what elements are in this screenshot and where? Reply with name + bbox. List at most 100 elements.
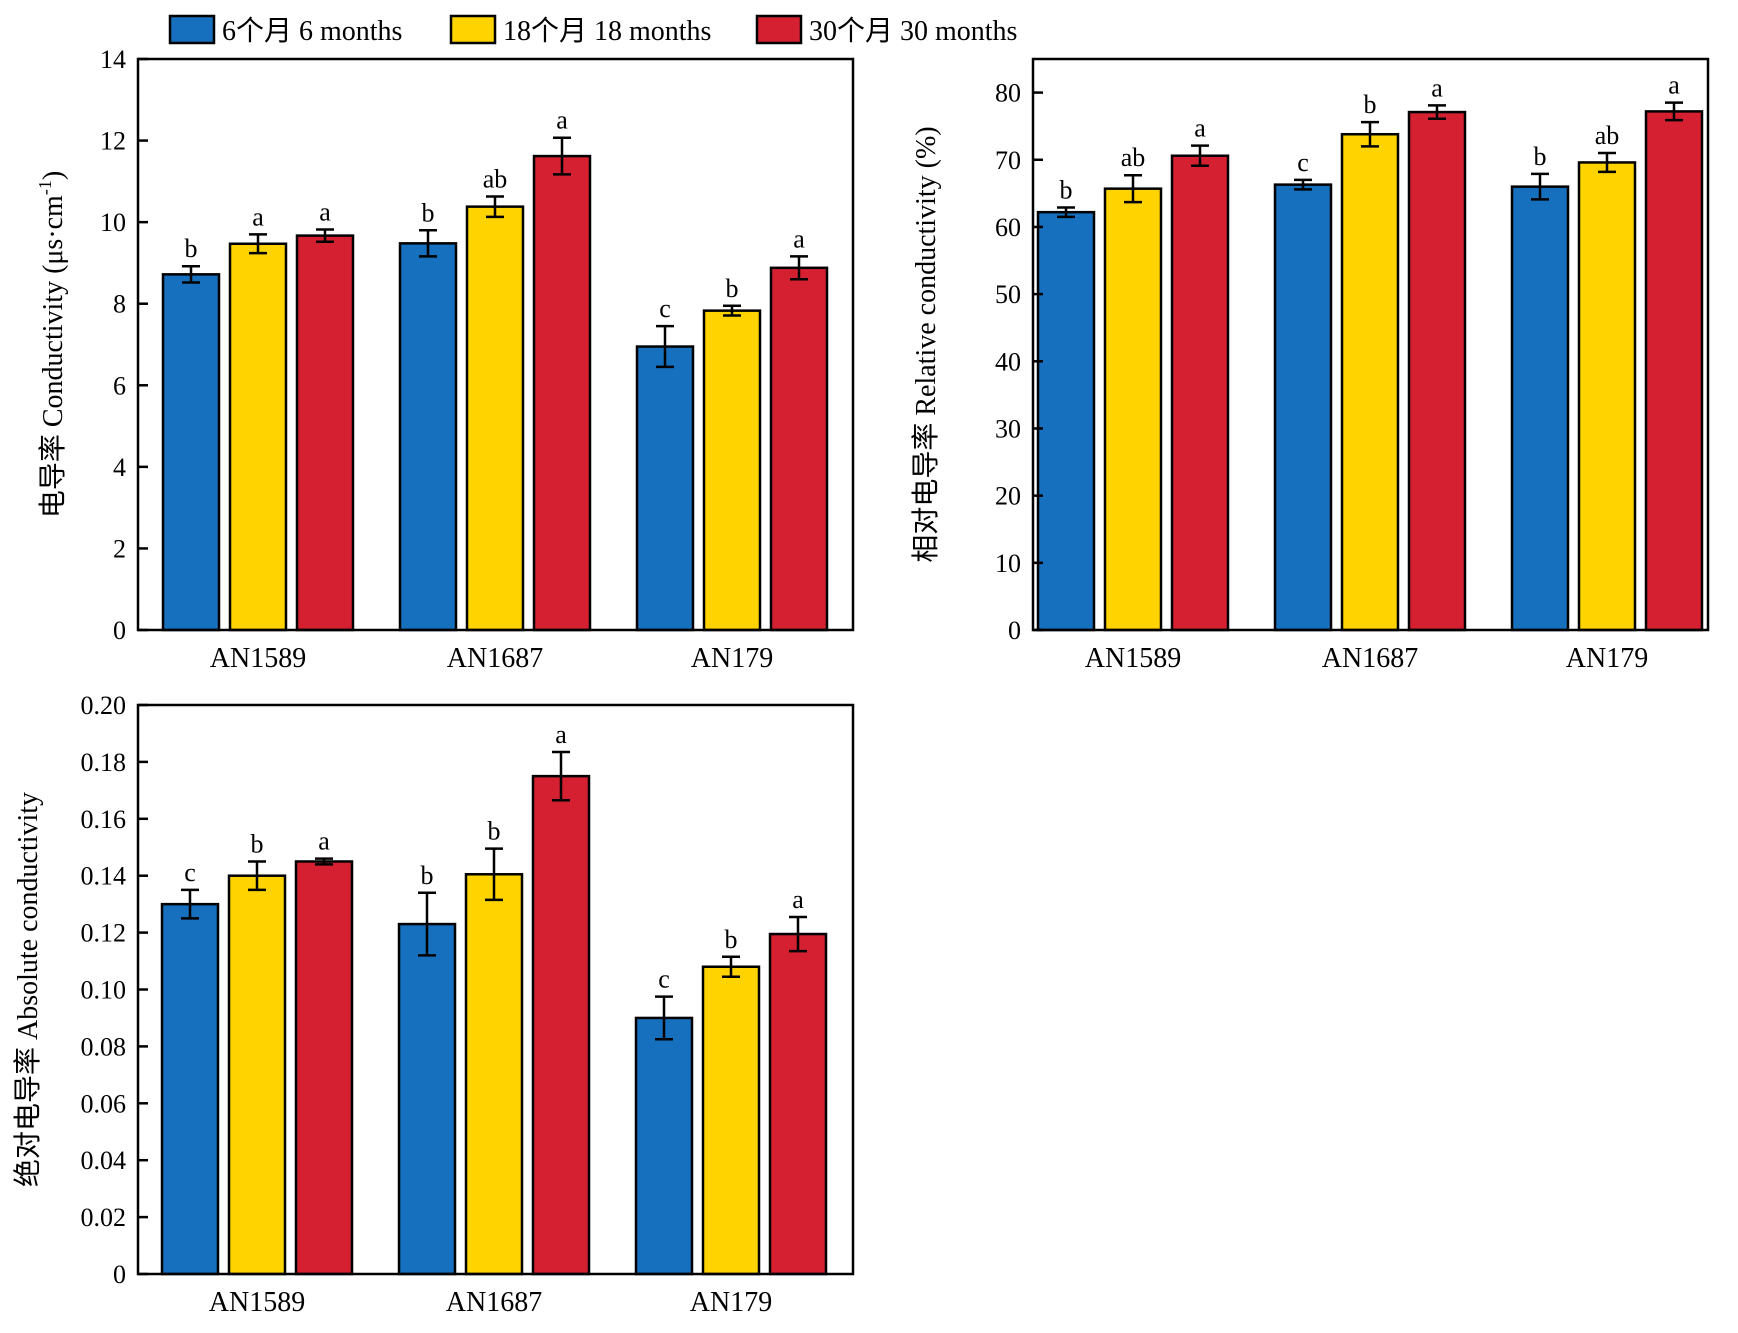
- bar: [295, 234, 355, 632]
- significance-letter: b: [1060, 175, 1073, 204]
- y-tick-label: 8: [113, 290, 126, 319]
- significance-letter: a: [319, 197, 331, 226]
- bar: [634, 1016, 694, 1276]
- y-axis-label: 相对电导率 Relative conductivity (%): [910, 126, 942, 562]
- legend-swatch-6-months: [168, 14, 216, 45]
- bar: [465, 205, 525, 632]
- significance-letter: b: [251, 829, 264, 858]
- x-tick-label: AN179: [1566, 643, 1648, 674]
- significance-letter: b: [488, 817, 501, 846]
- chart-conductivity: b a a AN1589 b ab a AN1687 c b a AN179 0 2 4 6 8 10 12 14 电导…: [35, 45, 855, 674]
- significance-letter: ab: [483, 164, 508, 193]
- plot-frame: [136, 57, 855, 632]
- y-tick-label: 40: [995, 347, 1021, 376]
- y-tick-label: 4: [113, 453, 126, 482]
- bar: [1577, 161, 1637, 632]
- bar: [1103, 187, 1163, 632]
- y-tick-label: 0.06: [81, 1089, 127, 1118]
- significance-letter: a: [1668, 71, 1680, 100]
- bar: [701, 965, 761, 1276]
- x-tick-label: AN179: [691, 643, 773, 674]
- significance-letter: a: [555, 720, 567, 749]
- legend-swatch-18-months: [449, 14, 497, 45]
- y-axis-label: 绝对电导率 Absolute conductivity: [12, 792, 44, 1187]
- y-tick-label: 30: [995, 414, 1021, 443]
- y-tick-label: 6: [113, 371, 126, 400]
- legend-label-18-months: 18个月 18 months: [503, 16, 711, 47]
- bar: [228, 242, 288, 632]
- significance-letter: ab: [1121, 143, 1146, 172]
- significance-letter: a: [1431, 73, 1443, 102]
- chart-absolute-conductivity: c b a AN1589 b b a AN1687 c b a AN179 0 0.02 0.04 0.06 0…: [12, 691, 855, 1318]
- significance-letter: c: [184, 858, 196, 887]
- y-tick-label: 0.02: [81, 1203, 127, 1232]
- x-tick-label: AN1687: [446, 1287, 542, 1318]
- x-tick-label: AN179: [690, 1287, 772, 1318]
- y-tick-label: 80: [995, 79, 1021, 108]
- significance-letter: b: [726, 274, 739, 303]
- bar: [1170, 154, 1230, 632]
- x-tick-label: AN1589: [209, 1287, 305, 1318]
- significance-letter: a: [556, 106, 568, 135]
- significance-letter: a: [252, 202, 264, 231]
- y-tick-label: 0.18: [81, 748, 127, 777]
- bar: [1340, 132, 1400, 632]
- bar: [294, 860, 354, 1276]
- significance-letter: c: [659, 294, 671, 323]
- legend-item-18-months: 18个月 18 months: [449, 14, 711, 47]
- bar: [227, 874, 287, 1276]
- x-tick-label: AN1687: [447, 643, 543, 674]
- y-tick-label: 10: [995, 549, 1021, 578]
- bar: [768, 932, 828, 1276]
- bar: [1510, 185, 1570, 632]
- y-axis-label: 电导率 Conductivity (μs·cm-1): [35, 171, 69, 518]
- y-tick-label: 0.08: [81, 1032, 127, 1061]
- bar: [161, 273, 221, 632]
- bar: [1407, 110, 1467, 632]
- y-tick-label: 2: [113, 534, 126, 563]
- significance-letter: a: [792, 885, 804, 914]
- bar: [769, 266, 829, 632]
- significance-letter: a: [793, 224, 805, 253]
- y-tick-label: 0.14: [81, 862, 127, 891]
- chart-relative-conductivity: b ab a AN1589 c b a AN1687 b ab a AN179 0 10 20 30 40 50 6…: [910, 57, 1710, 674]
- significance-letter: ab: [1595, 121, 1620, 150]
- significance-letter: a: [318, 827, 330, 856]
- bar: [635, 345, 695, 632]
- bar: [160, 902, 220, 1276]
- bar: [464, 873, 524, 1276]
- y-tick-label: 0.04: [81, 1146, 127, 1175]
- significance-letter: b: [1534, 142, 1547, 171]
- y-tick-label: 50: [995, 280, 1021, 309]
- significance-letter: a: [1194, 114, 1206, 143]
- y-tick-label: 0.20: [81, 691, 127, 720]
- y-tick-label: 0.12: [81, 919, 127, 948]
- bar: [398, 242, 458, 632]
- x-tick-label: AN1687: [1322, 643, 1418, 674]
- significance-letter: b: [422, 198, 435, 227]
- bar: [1036, 210, 1096, 632]
- y-tick-label: 0: [113, 616, 126, 645]
- bar: [531, 774, 591, 1276]
- legend-label-30-months: 30个月 30 months: [809, 16, 1017, 47]
- bar: [397, 922, 457, 1276]
- bar: [702, 309, 762, 632]
- bar: [532, 154, 592, 632]
- bar: [1273, 183, 1333, 632]
- x-tick-label: AN1589: [1085, 643, 1181, 674]
- y-tick-label: 10: [100, 208, 126, 237]
- significance-letter: b: [185, 234, 198, 263]
- legend-swatch-30-months: [755, 14, 803, 45]
- y-tick-label: 70: [995, 146, 1021, 175]
- significance-letter: b: [725, 925, 738, 954]
- y-tick-label: 20: [995, 482, 1021, 511]
- bar: [1644, 110, 1704, 632]
- y-tick-label: 60: [995, 213, 1021, 242]
- y-tick-label: 14: [100, 45, 126, 74]
- legend-label-6-months: 6个月 6 months: [222, 16, 402, 47]
- legend-item-30-months: 30个月 30 months: [755, 14, 1017, 47]
- plot-frame: [1031, 57, 1710, 632]
- y-tick-label: 0.16: [81, 805, 127, 834]
- legend: 6个月 6 months 18个月 18 months 30个月 30 mont…: [168, 14, 1017, 47]
- legend-item-6-months: 6个月 6 months: [168, 14, 402, 47]
